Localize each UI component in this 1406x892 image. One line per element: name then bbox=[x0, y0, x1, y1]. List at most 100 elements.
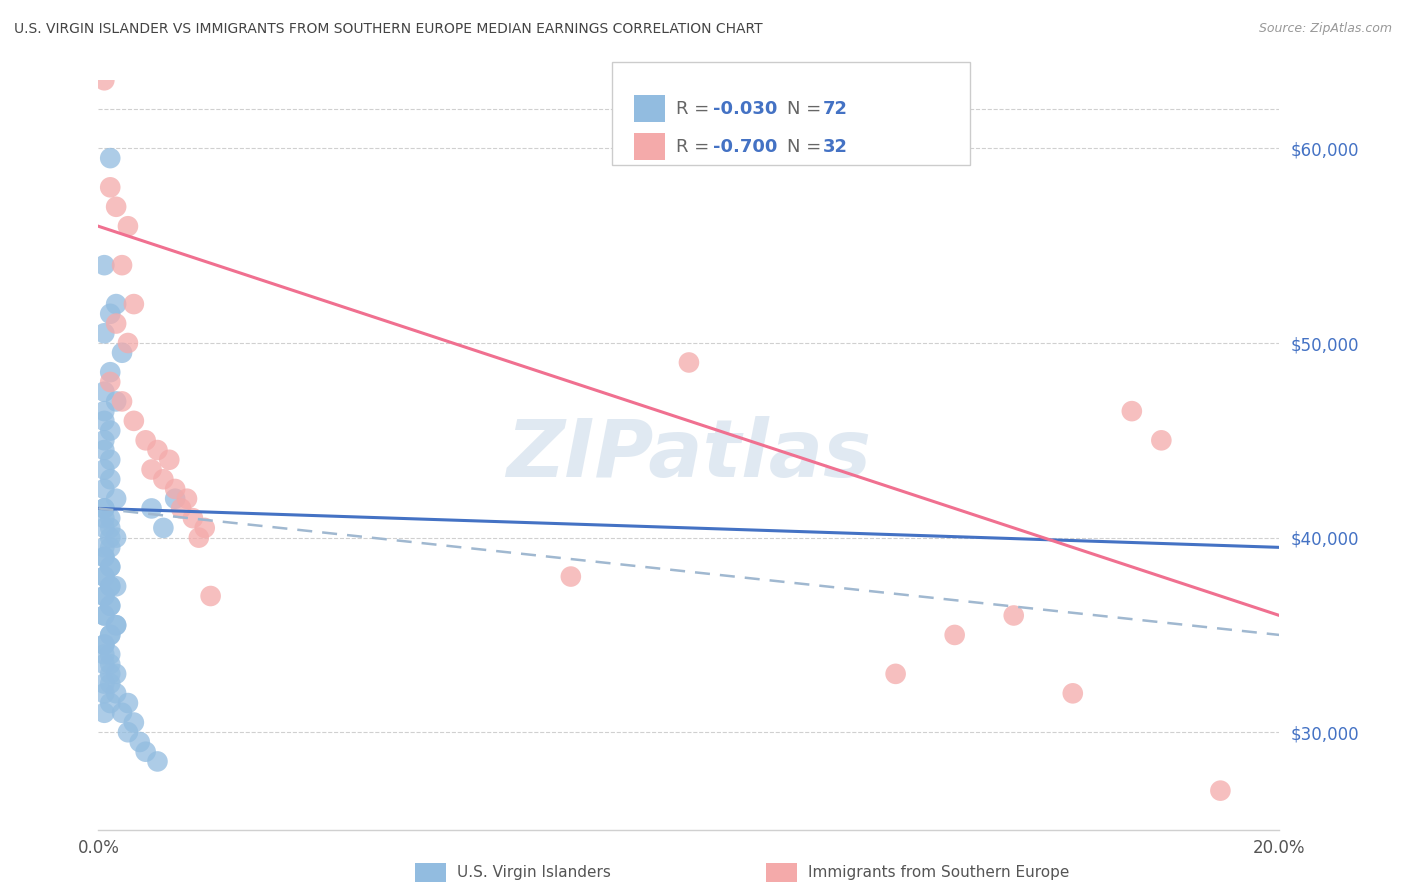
Point bbox=[93, 648, 115, 662]
Point bbox=[98, 452, 121, 467]
Point bbox=[98, 424, 121, 438]
Point bbox=[105, 491, 128, 506]
Point bbox=[117, 336, 139, 351]
Point bbox=[93, 550, 115, 565]
Point bbox=[187, 531, 209, 545]
Point bbox=[93, 326, 115, 341]
Point bbox=[1002, 608, 1025, 623]
Point bbox=[98, 599, 121, 613]
Point bbox=[105, 200, 128, 214]
Point bbox=[98, 180, 121, 194]
Text: N =: N = bbox=[787, 100, 827, 118]
Point bbox=[93, 521, 115, 535]
Point bbox=[111, 345, 134, 359]
Point bbox=[98, 579, 121, 593]
Point bbox=[93, 434, 115, 448]
Point bbox=[98, 676, 121, 690]
Point bbox=[93, 462, 115, 476]
Point bbox=[678, 355, 700, 369]
Point bbox=[884, 666, 907, 681]
Point bbox=[141, 501, 163, 516]
Point bbox=[98, 307, 121, 321]
Point bbox=[93, 501, 115, 516]
Point bbox=[1062, 686, 1084, 700]
Point bbox=[200, 589, 222, 603]
Point bbox=[98, 579, 121, 593]
Point bbox=[98, 531, 121, 545]
Point bbox=[141, 462, 163, 476]
Point bbox=[111, 394, 134, 409]
Point bbox=[98, 521, 121, 535]
Point bbox=[93, 384, 115, 399]
Point bbox=[98, 472, 121, 486]
Point bbox=[135, 745, 157, 759]
Point bbox=[98, 151, 121, 165]
Point bbox=[93, 706, 115, 720]
Point bbox=[1209, 783, 1232, 797]
Point bbox=[93, 501, 115, 516]
Point bbox=[93, 404, 115, 418]
Point bbox=[128, 735, 150, 749]
Point bbox=[93, 608, 115, 623]
Point bbox=[165, 491, 187, 506]
Point bbox=[170, 501, 193, 516]
Point bbox=[98, 696, 121, 710]
Point bbox=[98, 666, 121, 681]
Point bbox=[98, 559, 121, 574]
Point bbox=[105, 686, 128, 700]
Point bbox=[93, 443, 115, 458]
Point bbox=[98, 511, 121, 525]
Point bbox=[105, 297, 128, 311]
Point bbox=[93, 608, 115, 623]
Point bbox=[93, 550, 115, 565]
Point bbox=[93, 589, 115, 603]
Point bbox=[93, 258, 115, 272]
Point bbox=[122, 414, 145, 428]
Point bbox=[122, 297, 145, 311]
Point bbox=[93, 541, 115, 555]
Point bbox=[152, 521, 174, 535]
Point bbox=[146, 755, 169, 769]
Point bbox=[157, 452, 180, 467]
Point bbox=[117, 219, 139, 234]
Point bbox=[117, 696, 139, 710]
Point bbox=[135, 434, 157, 448]
Point bbox=[152, 472, 174, 486]
Point bbox=[93, 686, 115, 700]
Text: ZIPatlas: ZIPatlas bbox=[506, 416, 872, 494]
Text: U.S. VIRGIN ISLANDER VS IMMIGRANTS FROM SOUTHERN EUROPE MEDIAN EARNINGS CORRELAT: U.S. VIRGIN ISLANDER VS IMMIGRANTS FROM … bbox=[14, 22, 762, 37]
Point bbox=[98, 628, 121, 642]
Point bbox=[111, 706, 134, 720]
Point bbox=[93, 657, 115, 672]
Text: R =: R = bbox=[676, 100, 716, 118]
Text: -0.030: -0.030 bbox=[713, 100, 778, 118]
Point bbox=[560, 569, 582, 583]
Text: 32: 32 bbox=[823, 137, 848, 155]
Point bbox=[93, 414, 115, 428]
Point bbox=[1121, 404, 1143, 418]
Point bbox=[98, 559, 121, 574]
Point bbox=[105, 531, 128, 545]
Point bbox=[146, 443, 169, 458]
Point bbox=[93, 638, 115, 652]
Text: 72: 72 bbox=[823, 100, 848, 118]
Point bbox=[165, 482, 187, 496]
Point bbox=[181, 511, 204, 525]
Point bbox=[943, 628, 966, 642]
Point bbox=[93, 676, 115, 690]
Point bbox=[105, 618, 128, 632]
Text: Immigrants from Southern Europe: Immigrants from Southern Europe bbox=[808, 865, 1070, 880]
Point bbox=[105, 618, 128, 632]
Point bbox=[93, 589, 115, 603]
Text: N =: N = bbox=[787, 137, 827, 155]
Point bbox=[93, 638, 115, 652]
Point bbox=[98, 599, 121, 613]
Point bbox=[1150, 434, 1173, 448]
Point bbox=[105, 579, 128, 593]
Text: -0.700: -0.700 bbox=[713, 137, 778, 155]
Point bbox=[98, 657, 121, 672]
Point bbox=[105, 394, 128, 409]
Point bbox=[105, 666, 128, 681]
Point bbox=[194, 521, 217, 535]
Point bbox=[105, 317, 128, 331]
